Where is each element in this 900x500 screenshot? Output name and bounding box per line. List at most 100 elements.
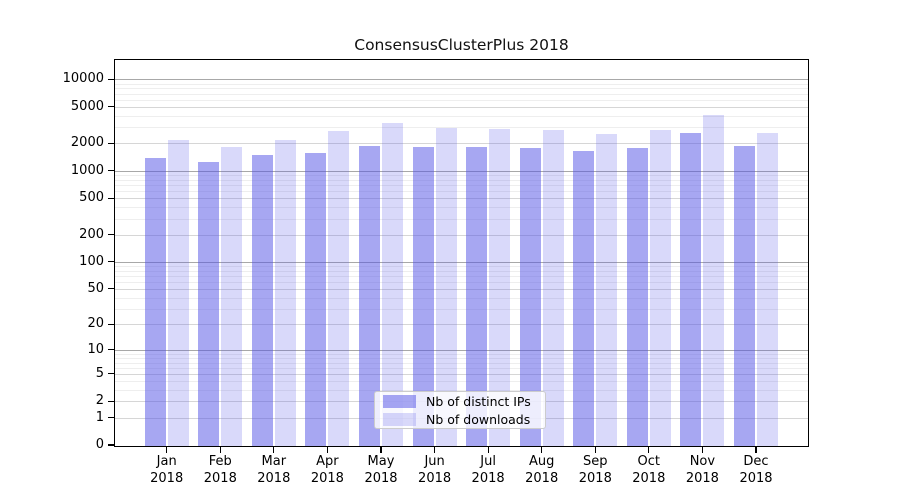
y-tick-label-500: 500 bbox=[79, 190, 104, 206]
x-tick-label-feb: Feb 2018 bbox=[203, 454, 237, 486]
y-tick-label-200: 200 bbox=[79, 226, 104, 242]
x-tick-mark-jan bbox=[166, 447, 168, 453]
gridline-20 bbox=[114, 324, 809, 326]
legend-item-distinct-ips: Nb of distinct IPs bbox=[375, 394, 545, 409]
bar-distinct-ips-jan bbox=[144, 157, 166, 447]
y-tick-label-50: 50 bbox=[87, 280, 104, 296]
gridline-400 bbox=[114, 207, 809, 209]
gridline-30 bbox=[114, 308, 809, 310]
gridline-100 bbox=[114, 261, 809, 263]
bar-distinct-ips-mar bbox=[251, 154, 273, 447]
bar-downloads-dec bbox=[757, 132, 778, 447]
gridline-900 bbox=[114, 174, 809, 176]
y-tick-mark-200 bbox=[108, 233, 114, 236]
bar-downloads-oct bbox=[649, 129, 671, 447]
x-tick-label-dec: Dec 2018 bbox=[739, 454, 773, 486]
gridline-1000 bbox=[114, 170, 809, 172]
x-tick-mark-jul bbox=[487, 447, 489, 453]
legend: Nb of distinct IPs Nb of downloads bbox=[374, 391, 546, 429]
gridline-7000 bbox=[114, 93, 809, 95]
legend-swatch-distinct-ips-icon bbox=[383, 394, 416, 408]
x-tick-label-aug: Aug 2018 bbox=[525, 454, 559, 486]
gridline-8 bbox=[114, 357, 809, 359]
y-tick-label-1000: 1000 bbox=[70, 162, 104, 178]
y-tick-label-0: 0 bbox=[95, 437, 104, 452]
bar-distinct-ips-oct bbox=[626, 148, 648, 447]
y-tick-mark-100 bbox=[108, 261, 114, 263]
x-tick-mark-sep bbox=[594, 447, 596, 453]
y-tick-label-5000: 5000 bbox=[70, 98, 104, 114]
y-tick-mark-500 bbox=[108, 197, 114, 199]
gridline-50 bbox=[114, 288, 809, 290]
bar-distinct-ips-jul bbox=[466, 147, 488, 447]
y-tick-mark-1 bbox=[108, 416, 114, 419]
y-tick-label-10000: 10000 bbox=[62, 71, 104, 87]
gridline-200 bbox=[114, 234, 809, 236]
y-tick-mark-50 bbox=[108, 288, 114, 290]
gridline-60 bbox=[114, 281, 809, 283]
bar-downloads-jul bbox=[489, 128, 511, 447]
legend-label-downloads: Nb of downloads bbox=[426, 411, 531, 427]
x-tick-mark-aug bbox=[541, 447, 543, 453]
y-tick-mark-1000 bbox=[108, 170, 114, 172]
gridline-500 bbox=[114, 198, 809, 200]
y-tick-mark-2 bbox=[108, 400, 114, 402]
bar-downloads-feb bbox=[221, 147, 243, 447]
gridline-8000 bbox=[114, 88, 809, 90]
gridline-6000 bbox=[114, 99, 809, 101]
gridline-5000 bbox=[114, 106, 809, 108]
gridline-9000 bbox=[114, 83, 809, 85]
bar-distinct-ips-apr bbox=[305, 152, 327, 447]
bar-distinct-ips-aug bbox=[519, 148, 541, 447]
legend-item-downloads: Nb of downloads bbox=[375, 412, 545, 427]
y-tick-label-5: 5 bbox=[95, 365, 104, 381]
gridline-40 bbox=[114, 297, 809, 299]
gridline-800 bbox=[114, 179, 809, 181]
y-tick-mark-5000 bbox=[108, 106, 114, 108]
x-tick-mark-oct bbox=[648, 447, 650, 453]
gridline-80 bbox=[114, 270, 809, 272]
x-tick-mark-apr bbox=[326, 447, 328, 453]
gridline-10 bbox=[114, 349, 809, 351]
y-tick-label-2: 2 bbox=[95, 393, 104, 409]
bar-distinct-ips-feb bbox=[198, 161, 220, 447]
bar-distinct-ips-may bbox=[359, 145, 380, 447]
gridline-5 bbox=[114, 373, 809, 375]
x-tick-label-mar: Mar 2018 bbox=[257, 454, 291, 486]
gridline-7 bbox=[114, 362, 809, 364]
y-tick-label-20: 20 bbox=[87, 316, 104, 332]
y-tick-mark-2000 bbox=[108, 142, 114, 144]
x-tick-label-jun: Jun 2018 bbox=[418, 454, 452, 486]
gridline-2000 bbox=[114, 143, 809, 145]
x-tick-mark-nov bbox=[701, 447, 703, 453]
x-tick-label-sep: Sep 2018 bbox=[578, 454, 612, 486]
gridline-9 bbox=[114, 353, 809, 355]
x-tick-mark-jun bbox=[433, 447, 436, 453]
y-tick-label-1: 1 bbox=[95, 409, 104, 425]
bar-distinct-ips-jun bbox=[412, 147, 434, 447]
gridline-3000 bbox=[114, 127, 809, 129]
bar-downloads-mar bbox=[274, 139, 296, 447]
x-tick-label-oct: Oct 2018 bbox=[632, 454, 666, 486]
gridline-4000 bbox=[114, 115, 809, 117]
bar-downloads-aug bbox=[542, 129, 564, 447]
bar-downloads-jan bbox=[167, 139, 189, 447]
x-tick-label-jul: Jul 2018 bbox=[471, 454, 505, 486]
bar-distinct-ips-dec bbox=[734, 145, 755, 447]
gridline-6 bbox=[114, 367, 809, 369]
x-tick-mark-may bbox=[380, 447, 382, 453]
gridline-600 bbox=[114, 191, 809, 192]
y-tick-label-100: 100 bbox=[79, 253, 104, 269]
y-tick-mark-0 bbox=[108, 444, 114, 446]
bar-distinct-ips-nov bbox=[680, 133, 702, 447]
x-tick-label-nov: Nov 2018 bbox=[685, 454, 719, 486]
x-tick-label-apr: Apr 2018 bbox=[310, 454, 344, 486]
legend-label-distinct-ips: Nb of distinct IPs bbox=[426, 393, 531, 409]
x-tick-label-may: May 2018 bbox=[364, 454, 398, 486]
x-tick-mark-mar bbox=[273, 447, 275, 453]
y-tick-mark-10000 bbox=[108, 78, 114, 80]
x-tick-label-jan: Jan 2018 bbox=[150, 454, 184, 486]
y-tick-mark-5 bbox=[108, 373, 114, 375]
gridline-70 bbox=[114, 275, 809, 277]
